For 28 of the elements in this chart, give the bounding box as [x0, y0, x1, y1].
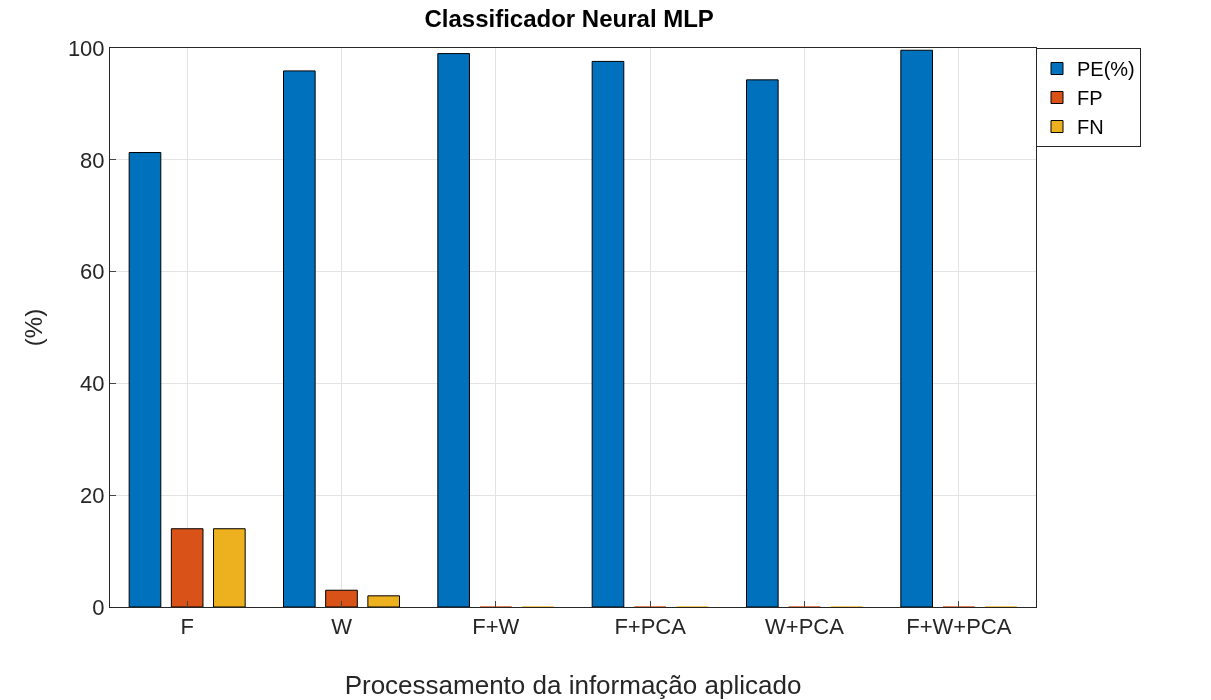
bar	[367, 595, 400, 607]
x-tick-label: F+W+PCA	[906, 614, 1012, 640]
bar	[746, 79, 779, 607]
x-tick-label: F+W	[472, 614, 520, 640]
bar	[325, 589, 358, 607]
bar	[170, 528, 204, 607]
y-tick-label: 40	[80, 371, 105, 397]
x-tick-label: W+PCA	[765, 614, 845, 640]
bar	[213, 528, 246, 607]
y-tick-label: 100	[67, 35, 105, 61]
bar	[900, 49, 933, 607]
y-tick-label: 60	[80, 259, 105, 285]
x-tick-label: F	[180, 614, 194, 640]
chart-title: Classificador Neural MLP	[424, 5, 714, 33]
y-tick-label: 0	[92, 594, 105, 620]
bar	[437, 53, 470, 607]
y-tick-label: 80	[80, 147, 105, 173]
bar	[283, 70, 316, 607]
x-axis-title: Processamento da informação aplicado	[344, 670, 802, 700]
x-tick-label: W	[331, 614, 353, 640]
legend-label: FN	[1077, 116, 1104, 139]
legend-label: FP	[1077, 87, 1103, 110]
y-tick-label: 20	[80, 482, 105, 508]
bar	[128, 152, 162, 607]
y-axis-title: (%)	[19, 308, 47, 347]
bar	[591, 60, 625, 607]
x-tick-label: F+PCA	[614, 614, 687, 640]
legend-label: PE(%)	[1077, 58, 1135, 81]
